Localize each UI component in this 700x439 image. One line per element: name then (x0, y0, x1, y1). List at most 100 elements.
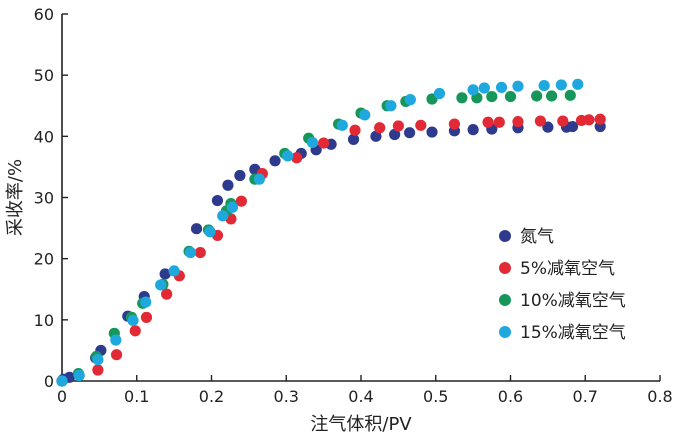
data-point (392, 120, 404, 132)
legend-marker (499, 230, 511, 242)
data-point (184, 246, 197, 259)
data-point (538, 79, 550, 92)
series-4 (56, 78, 584, 387)
data-point (403, 127, 416, 139)
data-point (404, 94, 416, 106)
data-point (234, 169, 246, 182)
x-tick-label: 0.7 (573, 387, 598, 406)
data-point (467, 84, 479, 96)
data-point (318, 137, 330, 149)
data-point (594, 113, 606, 125)
data-point (370, 130, 382, 142)
y-tick-label: 60 (34, 5, 54, 24)
legend-marker (499, 262, 511, 274)
y-tick-label: 10 (34, 311, 54, 330)
data-point (159, 268, 171, 280)
legend-label: 10%减氧空气 (520, 291, 626, 311)
y-tick-label: 40 (34, 127, 54, 146)
data-point (129, 325, 141, 337)
y-tick-label: 20 (34, 250, 54, 269)
data-point (572, 78, 584, 90)
data-point (557, 115, 569, 127)
series-layer (56, 78, 606, 387)
data-point (456, 92, 468, 104)
data-point (336, 119, 348, 131)
data-point (482, 116, 494, 128)
data-point (226, 201, 239, 213)
data-point (92, 353, 104, 366)
x-tick-label: 0 (57, 387, 67, 406)
data-point (190, 223, 203, 235)
data-point (127, 314, 139, 327)
data-point (194, 246, 206, 259)
data-point (566, 120, 579, 133)
x-tick-label: 0.1 (124, 387, 149, 406)
data-point (504, 90, 517, 103)
data-point (269, 155, 281, 167)
legend-label: 5%减氧空气 (520, 259, 615, 279)
data-point (140, 296, 152, 308)
data-point (512, 116, 524, 128)
data-point (495, 81, 508, 93)
data-point (347, 133, 360, 145)
y-tick-label: 50 (34, 66, 54, 85)
x-tick-label: 0.6 (498, 387, 523, 406)
data-point (56, 375, 68, 387)
data-point (493, 116, 505, 128)
data-point (73, 369, 85, 382)
data-point (542, 121, 554, 133)
data-point (531, 90, 543, 102)
data-point (448, 118, 461, 130)
legend-label: 15%减氧空气 (520, 323, 626, 343)
legend-marker (499, 326, 511, 338)
data-point (291, 152, 303, 164)
series-2 (56, 113, 606, 387)
data-point (155, 279, 167, 291)
data-point (359, 109, 371, 121)
series-3 (56, 89, 576, 387)
series-1 (57, 120, 606, 385)
x-tick-label: 0.5 (423, 387, 448, 406)
data-point (374, 122, 386, 134)
data-point (253, 173, 265, 185)
data-point (564, 89, 576, 101)
data-point (478, 82, 490, 94)
data-point (211, 194, 224, 207)
data-point (92, 364, 104, 376)
y-axis-ticks: 0 10 20 30 40 50 60 (34, 5, 68, 391)
data-point (433, 87, 446, 100)
data-point (389, 128, 401, 141)
data-point (512, 80, 524, 92)
data-point (204, 226, 216, 238)
legend-marker (499, 294, 511, 306)
y-axis-title: 采收率/% (5, 159, 26, 236)
x-tick-label: 0.4 (348, 387, 373, 406)
data-point (110, 349, 123, 361)
data-point (385, 100, 397, 112)
data-point (555, 79, 567, 91)
data-point (415, 119, 427, 131)
legend: 氮气 5%减氧空气 10%减氧空气 15%减氧空气 (499, 227, 626, 343)
x-tick-label: 0.2 (199, 387, 224, 406)
data-point (222, 179, 234, 191)
x-tick-label: 0.8 (647, 387, 672, 406)
x-axis-ticks: 0 0.1 0.2 0.3 0.4 0.5 0.6 0.7 0.8 (57, 375, 673, 406)
data-point (534, 115, 547, 127)
data-point (110, 334, 122, 346)
data-point (161, 288, 173, 300)
data-point (306, 136, 319, 149)
data-point (583, 114, 595, 126)
x-axis-title: 注气体积/PV (310, 414, 412, 435)
data-point (235, 195, 247, 207)
data-point (282, 150, 294, 162)
y-tick-label: 0 (44, 372, 54, 391)
y-tick-label: 30 (34, 189, 54, 208)
data-point (349, 124, 361, 136)
data-point (546, 90, 558, 102)
x-tick-label: 0.3 (274, 387, 299, 406)
data-point (467, 124, 479, 136)
data-point (217, 210, 229, 222)
data-point (426, 126, 438, 138)
data-point (486, 90, 498, 103)
